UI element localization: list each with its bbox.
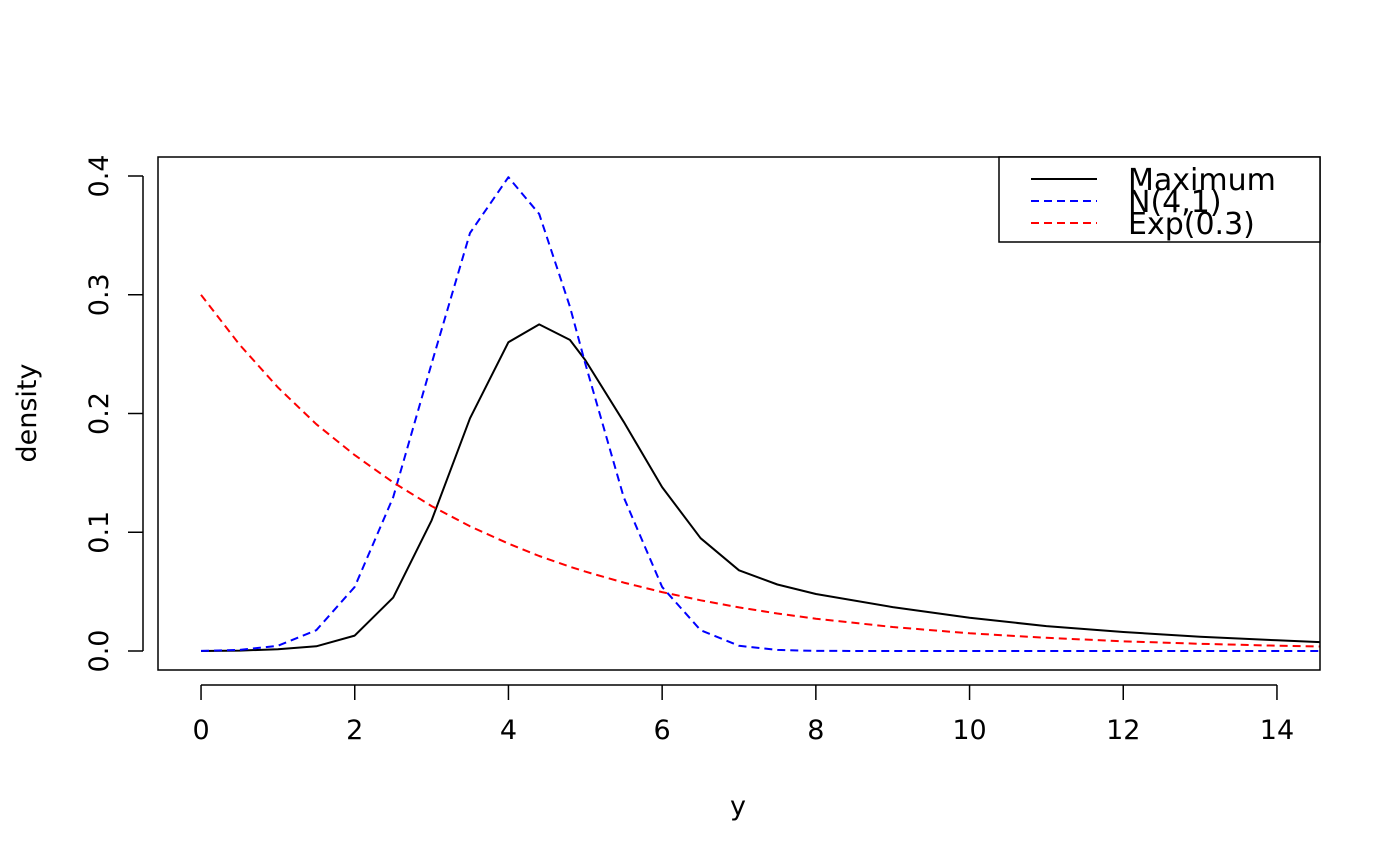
curves-layer [200,176,1321,652]
legend-label-2: Exp(0.3) [1128,207,1255,242]
y-axis-label: density [12,363,43,462]
legend-box [998,156,1321,243]
y-tick-label: 0.1 [84,511,115,554]
y-axis: 0.0 0.1 0.2 0.3 0.4 [84,155,144,673]
x-tick-label: 0 [192,715,209,746]
x-tick-label: 2 [346,715,363,746]
x-axis: 0 2 4 6 8 10 12 14 [192,684,1294,746]
x-tick-label: 10 [952,715,986,746]
legend-label-1: N(4,1) [1128,185,1222,220]
series-line-0 [200,323,1321,652]
plot-frame [157,156,1321,671]
series-line-1 [200,176,1320,652]
x-tick-label: 8 [807,715,824,746]
x-axis-label: y [730,791,746,822]
y-tick-label: 0.3 [84,273,115,316]
x-tick-label: 4 [500,715,517,746]
x-tick-label: 6 [654,715,671,746]
x-tick-label: 12 [1106,715,1140,746]
legend-label-0: Maximum [1128,163,1276,198]
y-tick-label: 0.0 [84,630,115,673]
series-line-2 [200,294,1321,648]
y-tick-label: 0.4 [84,155,115,198]
y-tick-label: 0.2 [84,392,115,435]
x-tick-label: 14 [1260,715,1294,746]
